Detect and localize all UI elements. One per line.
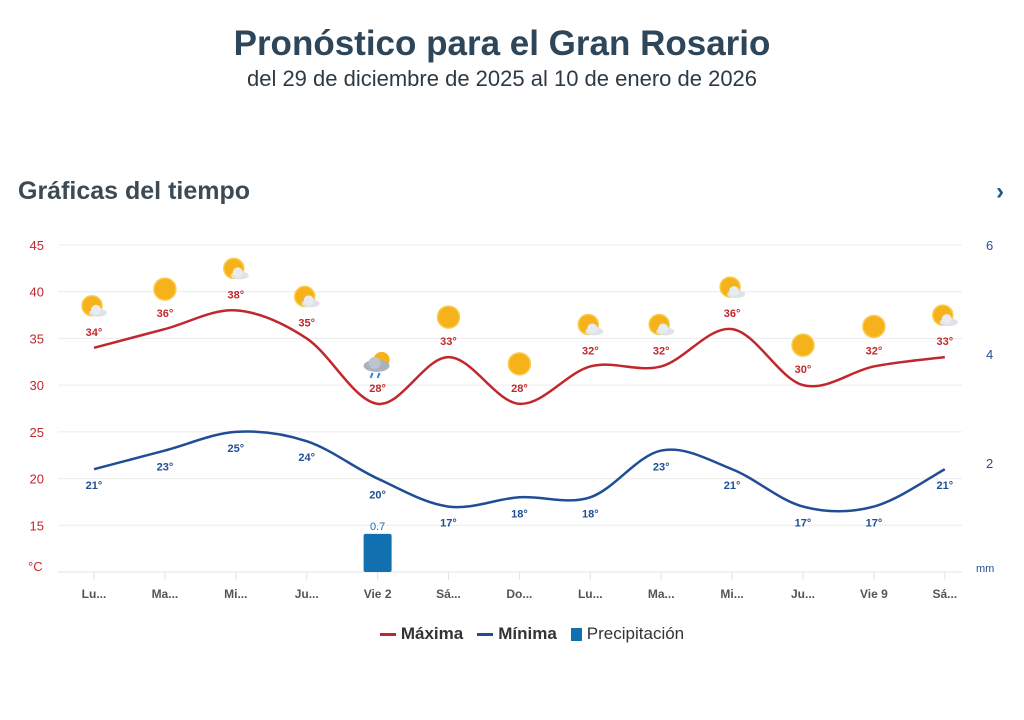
partly-cloudy-icon [293, 285, 320, 308]
legend-item-max[interactable]: Máxima [379, 624, 464, 644]
x-tick-label: Ma... [152, 587, 179, 601]
x-tick-label: Lu... [578, 587, 603, 601]
max-temp-label: 34° [86, 327, 103, 339]
legend-item-min[interactable]: Mínima [477, 624, 557, 644]
sunny-icon [436, 305, 461, 329]
legend-label: Mínima [498, 624, 557, 643]
y-left-tick: 35 [30, 331, 44, 346]
max-temp-label: 36° [157, 308, 174, 320]
x-tick-label: Ju... [295, 587, 319, 601]
x-tick-label: Lu... [82, 587, 107, 601]
y-left-tick: 25 [30, 425, 44, 440]
max-temp-label: 33° [440, 336, 457, 348]
y-left-unit: °C [28, 559, 43, 574]
max-temp-line [93, 309, 945, 406]
max-temp-label: 32° [582, 345, 599, 357]
sunny-icon [791, 333, 815, 357]
min-temp-label: 23° [157, 462, 174, 474]
min-temp-line [93, 430, 946, 513]
min-temp-label: 17° [440, 518, 457, 530]
legend-swatch [379, 632, 396, 636]
partly-cloudy-icon [719, 276, 746, 299]
x-tick-label: Mi... [224, 587, 247, 601]
x-tick-label: Do... [506, 587, 532, 601]
min-temp-label: 18° [511, 508, 528, 520]
min-temp-label: 24° [298, 452, 315, 464]
x-tick-label: Ju... [791, 587, 815, 601]
min-temp-label: 21° [936, 480, 953, 492]
max-temp-label: 36° [724, 308, 741, 320]
legend-item-precip[interactable]: Precipitación [570, 624, 685, 644]
y-left-tick: 20 [30, 472, 44, 487]
x-tick-label: Vie 9 [860, 587, 888, 601]
legend-swatch [570, 627, 582, 641]
x-tick-label: Vie 2 [364, 587, 392, 601]
partly-cloudy-icon [648, 313, 675, 336]
max-temp-label: 28° [511, 383, 528, 395]
max-temp-label: 35° [298, 317, 315, 329]
page-subtitle: del 29 de diciembre de 2025 al 10 de ene… [246, 66, 758, 91]
min-temp-label: 21° [86, 480, 103, 492]
max-temp-label: 28° [369, 383, 386, 395]
sunny-icon [507, 352, 532, 376]
partly-cloudy-icon [223, 257, 249, 280]
weather-chart: 15 20 25 30 35 40 45 °C 2 4 6 mm Lu... Ma... Mi... Ju..… [28, 238, 994, 601]
min-temp-label: 17° [866, 518, 883, 530]
sunny-icon [153, 277, 177, 301]
legend-swatch [477, 632, 494, 636]
min-temp-label: 21° [724, 480, 741, 492]
min-temp-label: 23° [653, 462, 670, 474]
legend-label: Máxima [400, 624, 464, 643]
min-temp-label: 18° [582, 508, 599, 520]
rain-icon [363, 351, 390, 379]
x-tick-label: Mi... [720, 587, 743, 601]
max-temp-label: 38° [227, 289, 244, 301]
max-temp-label: 32° [866, 345, 883, 357]
y-right-tick: 6 [986, 238, 993, 253]
x-tick-label: Sá... [932, 587, 957, 601]
y-left-tick: 45 [30, 238, 44, 253]
partly-cloudy-icon [577, 313, 604, 336]
y-right-tick: 4 [986, 347, 993, 362]
precip-bar [363, 533, 392, 572]
partly-cloudy-icon [932, 304, 958, 327]
y-left-tick: 30 [30, 378, 44, 393]
y-right-unit: mm [976, 563, 994, 575]
page-title: Pronóstico para el Gran Rosario [233, 24, 771, 63]
max-temp-label: 33° [936, 336, 953, 348]
chevron-right-icon[interactable]: › [996, 178, 1004, 205]
legend-label: Precipitación [586, 624, 685, 643]
max-temp-label: 32° [653, 345, 670, 357]
min-temp-label: 17° [795, 518, 812, 530]
min-temp-label: 20° [369, 490, 386, 502]
max-temp-label: 30° [795, 364, 812, 376]
y-right-tick: 2 [986, 456, 993, 471]
x-tick-label: Ma... [648, 587, 675, 601]
sunny-icon [862, 314, 886, 339]
y-left-tick: 15 [30, 518, 44, 533]
min-temp-label: 25° [227, 443, 244, 455]
legend: Máxima Mínima Precipitación [0, 624, 1024, 644]
x-tick-label: Sá... [436, 587, 461, 601]
partly-cloudy-icon [81, 295, 107, 317]
y-left-tick: 40 [30, 285, 44, 300]
precip-label: 0.7 [370, 521, 385, 533]
section-title: Gráficas del tiempo [18, 177, 251, 205]
